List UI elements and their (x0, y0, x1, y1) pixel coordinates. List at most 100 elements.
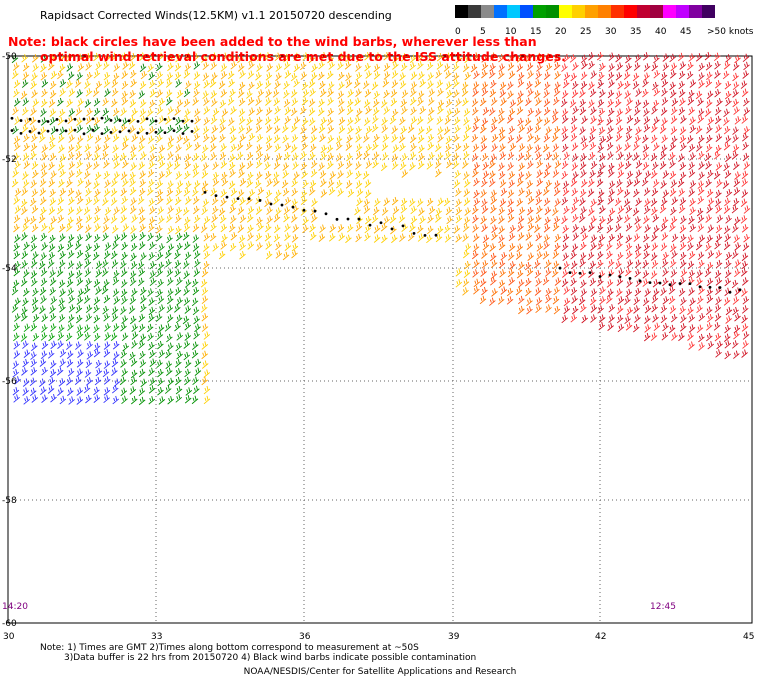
wind-barb (290, 107, 298, 117)
wind-barb (175, 53, 182, 63)
wind-barb (642, 78, 649, 88)
wind-barb (707, 116, 715, 126)
wind-barb (183, 351, 191, 361)
wind-barb (66, 241, 74, 251)
wind-barb (482, 170, 490, 180)
wind-barb (256, 133, 264, 143)
wind-barb (175, 171, 183, 180)
wind-barb (481, 250, 488, 259)
wind-barb (570, 133, 578, 142)
wind-barb (22, 297, 29, 307)
quality-flag-circles (10, 116, 742, 294)
wind-barb (157, 52, 165, 62)
wind-barb (660, 314, 668, 324)
wind-barb (112, 270, 120, 279)
wind-barb (275, 72, 282, 82)
colorbar-swatch (585, 5, 598, 18)
wind-barb (688, 287, 695, 296)
wind-barb (22, 358, 29, 368)
wind-barb (94, 144, 102, 153)
wind-barb (498, 53, 505, 63)
wind-barb (184, 359, 192, 369)
wind-barb (49, 197, 57, 206)
wind-barb (606, 224, 614, 234)
wind-barb (398, 134, 406, 143)
wind-barb (318, 107, 325, 117)
wind-barb (500, 251, 508, 261)
wind-barb (588, 207, 595, 216)
wind-barb (535, 108, 542, 117)
wind-barb (599, 89, 606, 98)
wind-barb (616, 288, 623, 297)
wind-barb (12, 369, 20, 378)
quality-flag-dot (638, 279, 642, 283)
wind-barb (112, 153, 120, 162)
wind-barb (545, 151, 553, 161)
wind-barb (714, 107, 722, 116)
wind-barb (264, 233, 272, 242)
wind-barb (671, 97, 679, 107)
wind-barb (380, 162, 388, 172)
wind-barb (13, 196, 20, 205)
wind-barb (355, 161, 362, 170)
wind-barb (147, 232, 154, 242)
wind-barb (526, 206, 534, 216)
wind-barb (202, 260, 210, 270)
wind-barb (93, 348, 101, 358)
wind-barb (183, 297, 191, 306)
wind-barb (525, 53, 533, 62)
wind-barb (374, 198, 381, 207)
wind-barb (77, 178, 84, 187)
wind-barb (93, 278, 101, 288)
wind-barb (166, 314, 174, 323)
wind-barb (113, 378, 121, 387)
wind-barb (463, 171, 470, 180)
wind-barb (149, 270, 156, 279)
wind-barb (428, 152, 435, 161)
wind-barb (95, 269, 102, 278)
wind-barb (12, 387, 20, 396)
wind-barb (642, 134, 649, 144)
wind-barb (516, 178, 524, 187)
wind-barb (103, 79, 111, 88)
wind-barb (193, 315, 200, 325)
wind-barb (265, 72, 273, 81)
wind-barb (320, 151, 328, 161)
wind-barb (131, 331, 139, 340)
wind-barb (176, 332, 183, 341)
wind-barb (212, 178, 220, 187)
quality-flag-dot (668, 283, 672, 287)
wind-barb (464, 71, 471, 81)
quality-flag-dot (302, 208, 306, 212)
wind-barb (400, 197, 408, 207)
wind-barb (139, 359, 147, 368)
wind-barb (203, 216, 211, 225)
wind-barb (65, 341, 73, 350)
wind-barb (554, 71, 561, 80)
wind-barb (346, 224, 354, 233)
wind-barb (30, 358, 38, 368)
wind-barb (201, 144, 209, 154)
wind-barb (732, 340, 739, 349)
wind-barb (149, 377, 156, 386)
wind-barb (265, 107, 273, 116)
wind-barb (158, 396, 166, 405)
wind-barb (669, 259, 677, 268)
wind-barb (481, 198, 488, 208)
wind-barb (210, 52, 218, 61)
wind-barb (725, 153, 732, 163)
wind-barb (706, 295, 714, 304)
wind-barb (401, 53, 408, 62)
wind-barb (248, 61, 255, 70)
wind-barb (390, 89, 398, 98)
wind-barb (590, 106, 597, 116)
wind-barb (265, 135, 273, 144)
wind-barb (283, 99, 291, 108)
wind-barb (543, 81, 551, 91)
wind-barb (192, 341, 199, 350)
wind-barb (686, 135, 694, 144)
wind-barb (120, 52, 128, 61)
wind-barb (138, 215, 146, 224)
wind-barb (697, 115, 705, 124)
wind-barb (489, 63, 496, 72)
